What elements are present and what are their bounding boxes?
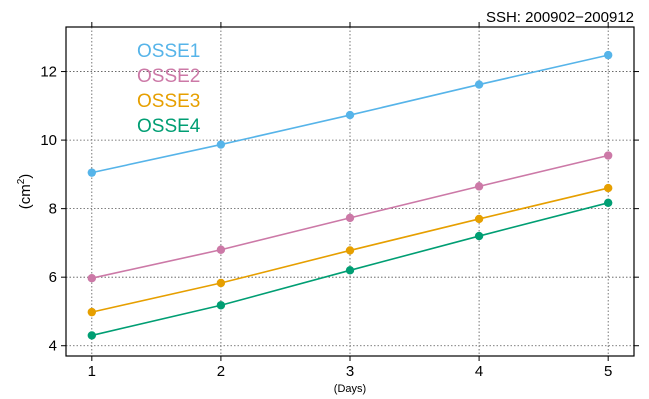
x-axis-label: (Days) xyxy=(334,383,366,395)
data-point xyxy=(474,182,484,191)
y-tick-label: 6 xyxy=(49,269,57,286)
data-point xyxy=(87,331,97,340)
data-point xyxy=(345,110,355,120)
data-point xyxy=(216,140,226,149)
x-tick-label: 3 xyxy=(346,363,354,380)
data-point xyxy=(345,246,355,255)
series-osse1 xyxy=(87,50,613,177)
data-point xyxy=(603,183,613,193)
data-point xyxy=(216,301,226,310)
data-point xyxy=(603,50,613,60)
x-tick-label: 1 xyxy=(88,363,96,380)
series-osse2 xyxy=(87,151,613,283)
legend-entry: OSSE2 xyxy=(137,66,200,87)
data-point xyxy=(345,266,355,275)
x-tick-label: 2 xyxy=(217,363,225,380)
series-group xyxy=(87,50,613,340)
data-point xyxy=(603,151,613,160)
data-point xyxy=(345,213,355,223)
y-tick-label: 4 xyxy=(49,338,57,355)
data-point xyxy=(474,231,484,241)
y-tick-label: 8 xyxy=(49,201,57,218)
chart-title: SSH: 200902−200912 xyxy=(486,9,634,26)
data-point xyxy=(87,307,97,317)
y-axis-label-main: (cm xyxy=(17,184,34,209)
series-osse3 xyxy=(87,183,613,317)
y-axis-label-close: ) xyxy=(17,174,34,179)
data-point xyxy=(474,80,484,89)
y-axis-label: (cm2) xyxy=(16,174,34,210)
data-point xyxy=(603,198,613,208)
data-point xyxy=(216,245,226,254)
data-point xyxy=(87,168,97,177)
y-tick-label: 10 xyxy=(40,132,57,149)
data-point xyxy=(87,274,97,283)
legend-entry: OSSE4 xyxy=(137,116,201,137)
legend-entry: OSSE1 xyxy=(137,41,200,62)
y-axis-label-superscript: 2 xyxy=(16,178,27,184)
y-tick-label: 12 xyxy=(40,64,57,81)
data-point xyxy=(474,214,484,224)
series-osse4 xyxy=(87,198,613,340)
x-tick-label: 4 xyxy=(475,363,483,380)
legend: OSSE1 OSSE2 OSSE3 OSSE4 xyxy=(137,41,201,137)
legend-entry: OSSE3 xyxy=(137,91,200,112)
x-tick-label: 5 xyxy=(604,363,612,380)
data-point xyxy=(216,278,226,288)
